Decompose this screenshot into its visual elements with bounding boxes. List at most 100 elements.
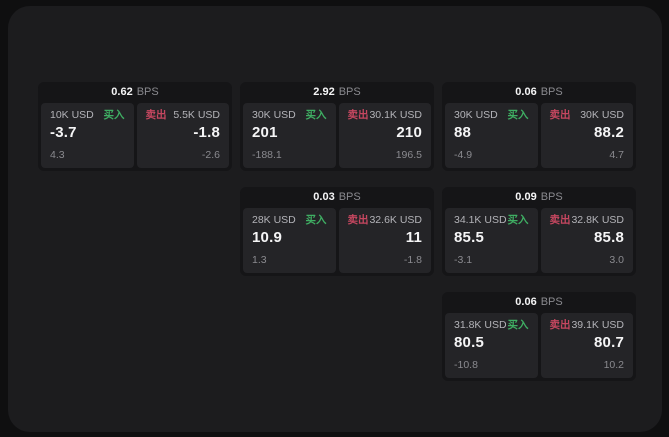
buy-change: -10.8 [454, 359, 478, 372]
buy-tile-top: 30K USD 买入 [252, 109, 327, 122]
sell-price: 210 [396, 123, 422, 141]
buy-side-label: 买入 [507, 319, 529, 331]
sell-tile[interactable]: 卖出 32.6K USD 11 -1.8 [338, 208, 431, 273]
buy-tile[interactable]: 28K USD 买入 10.9 1.3 [243, 208, 336, 273]
buy-amount: 34.1K USD [454, 214, 507, 226]
card-header: 0.62 BPS [38, 82, 232, 103]
buy-tile[interactable]: 30K USD 买入 201 -188.1 [243, 103, 336, 168]
buy-side-label: 买入 [507, 214, 529, 226]
buy-amount: 30K USD [454, 109, 498, 121]
sell-side-label: 卖出 [549, 109, 571, 121]
buy-tile[interactable]: 10K USD 买入 -3.7 4.3 [41, 103, 134, 168]
sell-tile[interactable]: 卖出 39.1K USD 80.7 10.2 [540, 313, 633, 378]
sell-price: 11 [405, 228, 422, 246]
sell-side-label: 卖出 [549, 214, 571, 226]
quote-card: 0.03 BPS 28K USD 买入 10.9 1.3 卖出 [240, 187, 434, 276]
bps-unit-label: BPS [540, 86, 563, 98]
card-body: 30K USD 买入 88 -4.9 卖出 30K USD 88.2 4.7 [442, 103, 636, 171]
buy-change: 4.3 [50, 149, 65, 162]
sell-price: 85.8 [594, 228, 624, 246]
bps-value: 0.06 [515, 86, 537, 98]
sell-change: 4.7 [609, 149, 624, 162]
buy-side-label: 买入 [305, 109, 327, 121]
quotes-grid: 0.62 BPS 10K USD 买入 -3.7 4.3 卖出 [38, 82, 636, 381]
bps-unit-label: BPS [338, 191, 361, 203]
quote-card: 0.09 BPS 34.1K USD 买入 85.5 -3.1 卖出 [442, 187, 636, 276]
sell-amount: 30K USD [580, 109, 624, 121]
sell-amount: 5.5K USD [173, 109, 220, 121]
quote-card: 0.06 BPS 30K USD 买入 88 -4.9 卖出 [442, 82, 636, 171]
sell-amount: 39.1K USD [571, 319, 624, 331]
card-header: 0.09 BPS [442, 187, 636, 208]
sell-price: 80.7 [594, 333, 624, 351]
buy-tile-top: 31.8K USD 买入 [454, 319, 529, 332]
sell-tile-top: 卖出 30K USD [549, 109, 625, 122]
buy-change: -4.9 [454, 149, 473, 162]
buy-side-label: 买入 [507, 109, 529, 121]
quote-card: 0.06 BPS 31.8K USD 买入 80.5 -10.8 卖 [442, 292, 636, 381]
buy-price: 85.5 [454, 228, 484, 246]
card-header: 2.92 BPS [240, 82, 434, 103]
buy-tile[interactable]: 34.1K USD 买入 85.5 -3.1 [445, 208, 538, 273]
card-body: 31.8K USD 买入 80.5 -10.8 卖出 39.1K USD 80.… [442, 313, 636, 381]
bps-value: 0.62 [111, 86, 133, 98]
sell-tile-top: 卖出 32.6K USD [347, 214, 423, 227]
quote-card: 2.92 BPS 30K USD 买入 201 -188.1 卖出 [240, 82, 434, 171]
quote-card: 0.62 BPS 10K USD 买入 -3.7 4.3 卖出 [38, 82, 232, 171]
buy-price: 201 [252, 123, 278, 141]
buy-tile-top: 28K USD 买入 [252, 214, 327, 227]
sell-change: -1.8 [403, 254, 422, 267]
sell-side-label: 卖出 [347, 214, 369, 226]
bps-value: 0.06 [515, 296, 537, 308]
sell-tile-top: 卖出 30.1K USD [347, 109, 423, 122]
buy-price: 10.9 [252, 228, 282, 246]
buy-amount: 10K USD [50, 109, 94, 121]
buy-tile[interactable]: 30K USD 买入 88 -4.9 [445, 103, 538, 168]
sell-price: 88.2 [594, 123, 624, 141]
card-body: 28K USD 买入 10.9 1.3 卖出 32.6K USD 11 -1.8 [240, 208, 434, 276]
sell-tile[interactable]: 卖出 5.5K USD -1.8 -2.6 [136, 103, 229, 168]
card-header: 0.06 BPS [442, 292, 636, 313]
sell-change: 10.2 [603, 359, 624, 372]
buy-tile-top: 30K USD 买入 [454, 109, 529, 122]
sell-tile[interactable]: 卖出 30K USD 88.2 4.7 [540, 103, 633, 168]
buy-amount: 31.8K USD [454, 319, 507, 331]
buy-price: 88 [454, 123, 472, 141]
sell-tile-top: 卖出 5.5K USD [145, 109, 221, 122]
sell-side-label: 卖出 [549, 319, 571, 331]
bps-unit-label: BPS [540, 191, 563, 203]
sell-tile[interactable]: 卖出 30.1K USD 210 196.5 [338, 103, 431, 168]
sell-change: -2.6 [201, 149, 220, 162]
bps-value: 0.09 [515, 191, 537, 203]
bps-unit-label: BPS [136, 86, 159, 98]
buy-price: 80.5 [454, 333, 484, 351]
sell-amount: 32.8K USD [571, 214, 624, 226]
sell-amount: 30.1K USD [369, 109, 422, 121]
sell-side-label: 卖出 [145, 109, 167, 121]
buy-tile-top: 34.1K USD 买入 [454, 214, 529, 227]
card-header: 0.06 BPS [442, 82, 636, 103]
sell-change: 196.5 [395, 149, 422, 162]
sell-change: 3.0 [609, 254, 624, 267]
quotes-panel: 0.62 BPS 10K USD 买入 -3.7 4.3 卖出 [8, 6, 662, 432]
bps-value: 0.03 [313, 191, 335, 203]
sell-tile-top: 卖出 32.8K USD [549, 214, 625, 227]
buy-change: -3.1 [454, 254, 473, 267]
sell-tile-top: 卖出 39.1K USD [549, 319, 625, 332]
buy-tile-top: 10K USD 买入 [50, 109, 125, 122]
buy-change: 1.3 [252, 254, 267, 267]
sell-amount: 32.6K USD [369, 214, 422, 226]
sell-tile[interactable]: 卖出 32.8K USD 85.8 3.0 [540, 208, 633, 273]
buy-amount: 28K USD [252, 214, 296, 226]
buy-side-label: 买入 [305, 214, 327, 226]
bps-value: 2.92 [313, 86, 335, 98]
card-body: 10K USD 买入 -3.7 4.3 卖出 5.5K USD -1.8 -2.… [38, 103, 232, 171]
bps-unit-label: BPS [338, 86, 361, 98]
sell-side-label: 卖出 [347, 109, 369, 121]
bps-unit-label: BPS [540, 296, 563, 308]
buy-tile[interactable]: 31.8K USD 买入 80.5 -10.8 [445, 313, 538, 378]
buy-change: -188.1 [252, 149, 282, 162]
card-body: 34.1K USD 买入 85.5 -3.1 卖出 32.8K USD 85.8… [442, 208, 636, 276]
buy-side-label: 买入 [103, 109, 125, 121]
